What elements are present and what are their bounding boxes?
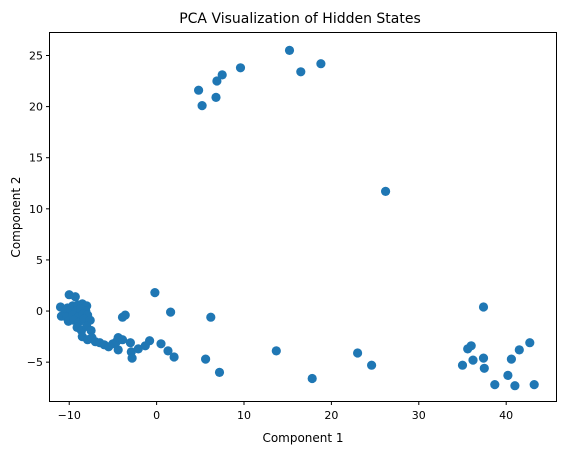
data-point — [490, 380, 500, 390]
data-point — [235, 63, 246, 73]
data-point — [194, 85, 204, 95]
data-point — [478, 302, 489, 312]
data-point — [214, 367, 225, 377]
data-point — [503, 370, 513, 380]
y-tick-label: 10 — [29, 203, 43, 216]
x-tick-label: −10 — [58, 409, 81, 422]
data-point — [169, 352, 179, 362]
x-axis-ticks: −10 0 10 20 30 40 — [58, 401, 513, 422]
data-point — [127, 353, 137, 363]
data-point — [510, 381, 520, 391]
data-point — [201, 354, 211, 364]
y-tick-label: 15 — [29, 152, 43, 165]
data-point — [457, 360, 468, 370]
data-point — [163, 346, 173, 356]
y-tick-label: 25 — [29, 49, 43, 62]
x-tick-label: 0 — [153, 409, 160, 422]
plot-area — [49, 32, 557, 402]
data-point — [468, 355, 478, 365]
data-points — [55, 45, 539, 391]
y-tick-label: 20 — [29, 101, 43, 114]
data-point — [145, 336, 155, 346]
data-point — [156, 339, 166, 349]
data-point — [316, 59, 326, 69]
data-point — [212, 76, 222, 86]
data-point — [70, 292, 80, 302]
y-tick-label: 0 — [36, 305, 43, 318]
x-tick-label: 10 — [237, 409, 251, 422]
data-point — [479, 363, 489, 373]
data-point — [296, 67, 306, 77]
data-point — [86, 325, 96, 336]
data-point — [217, 70, 227, 80]
y-axis-label: Component 2 — [9, 176, 23, 257]
data-point — [466, 341, 476, 351]
y-tick-label: 5 — [36, 254, 43, 267]
data-point — [125, 338, 135, 348]
data-point — [166, 307, 176, 317]
data-point — [197, 101, 207, 111]
data-point — [307, 373, 317, 384]
data-point — [117, 335, 128, 345]
data-point — [284, 45, 295, 56]
data-point — [113, 345, 123, 355]
data-point — [150, 288, 160, 298]
data-point — [367, 360, 377, 370]
data-point — [353, 348, 363, 358]
data-point — [478, 353, 489, 363]
x-tick-label: 30 — [412, 409, 426, 422]
data-point — [529, 380, 539, 390]
y-axis-ticks: −5 0 5 10 15 20 25 — [27, 49, 50, 369]
data-point — [206, 312, 216, 322]
data-point — [120, 310, 130, 320]
data-point — [525, 338, 535, 348]
data-point — [133, 344, 143, 354]
data-point — [211, 92, 221, 102]
x-tick-label: 20 — [324, 409, 338, 422]
x-tick-label: 40 — [499, 409, 513, 422]
chart-title: PCA Visualization of Hidden States — [179, 11, 421, 27]
data-point — [271, 346, 281, 356]
data-point — [506, 354, 516, 364]
plot-frame — [49, 32, 557, 402]
x-axis-label: Component 1 — [262, 431, 343, 445]
data-point — [381, 186, 391, 196]
data-point — [514, 345, 524, 355]
y-tick-label: −5 — [27, 356, 43, 369]
